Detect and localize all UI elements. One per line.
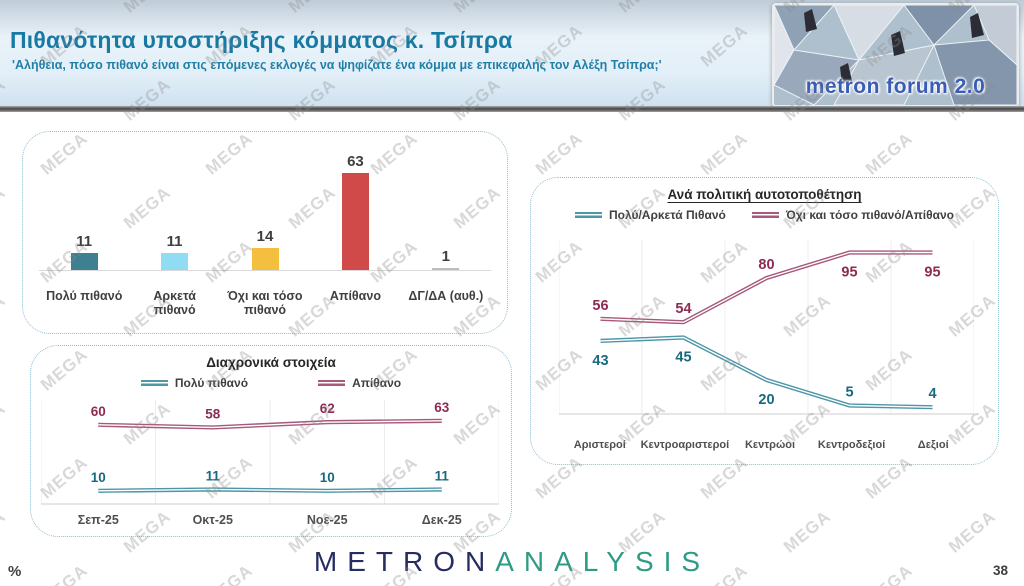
- bar-value-label: 63: [347, 152, 364, 170]
- bar-chart-panel: 11 11 14 63 1 Πολύ πιθανό Αρκετά πιθανό Όχι κα…: [22, 131, 508, 334]
- svg-text:60: 60: [91, 404, 106, 419]
- svg-text:95: 95: [841, 265, 857, 281]
- analysis-logo-text: ANALYSIS: [495, 546, 711, 577]
- legend-item: Όχι και τόσο πιθανό/Απίθανο: [751, 208, 955, 222]
- bar-category-label: ΔΓ/ΔΑ (αυθ.): [408, 289, 484, 303]
- placement-legend: Πολύ/Αρκετά Πιθανό Όχι και τόσο πιθανό/Α…: [531, 208, 998, 222]
- timeline-x-label: Δεκ-25: [421, 513, 462, 527]
- mega-watermark: MEGA: [0, 398, 10, 449]
- placement-x-label: Δεξιοί: [917, 439, 949, 451]
- page-number: 38: [992, 563, 1008, 578]
- timeline-chart-title: Διαχρονικά στοιχεία: [206, 355, 336, 370]
- svg-text:45: 45: [675, 350, 691, 366]
- teal-line-swatch-icon: [140, 380, 168, 386]
- metron-forum-logo-image: [774, 5, 1017, 105]
- magenta-line-swatch-icon: [751, 212, 779, 218]
- svg-text:4: 4: [928, 386, 936, 402]
- bar-category-label: Όχι και τόσο πιθανό: [227, 289, 303, 317]
- metron-logo-text: METRON: [313, 546, 496, 577]
- bar-value-label: 14: [256, 228, 274, 246]
- legend-item: Πολύ/Αρκετά Πιθανό: [574, 208, 726, 222]
- timeline-chart-svg: 10 11 10 11 60 58 62 63: [41, 400, 499, 505]
- mega-watermark: MEGA: [532, 128, 587, 179]
- bar-category-label: Αρκετά πιθανό: [153, 289, 196, 317]
- svg-text:95: 95: [924, 265, 940, 281]
- svg-text:10: 10: [320, 470, 335, 485]
- mega-watermark: MEGA: [862, 128, 917, 179]
- legend-item: Απίθανο: [318, 376, 401, 390]
- bar-category-label: Απίθανο: [329, 289, 381, 303]
- page-title: Πιθανότητα υποστήριξης κόμματος κ. Τσίπρ…: [10, 27, 513, 53]
- bar-value-label: 11: [76, 233, 93, 251]
- metron-analysis-logo: METRONANALYSIS: [0, 546, 1024, 578]
- mega-watermark: MEGA: [0, 182, 10, 233]
- placement-x-label: Κεντρώοι: [744, 439, 796, 451]
- timeline-legend: Πολύ πιθανό Απίθανο: [31, 376, 511, 390]
- legend-item: Πολύ πιθανό: [140, 376, 249, 390]
- teal-line-swatch-icon: [574, 212, 602, 218]
- bar-chart-categories: Πολύ πιθανό Αρκετά πιθανό Όχι και τόσο πιθ…: [39, 289, 491, 317]
- placement-x-label: Κεντροαριστεροί: [640, 439, 730, 451]
- metron-forum-logo-text: metron forum 2.0: [805, 75, 986, 98]
- svg-text:63: 63: [434, 400, 450, 415]
- bar-slot: 11: [39, 233, 129, 270]
- header-divider: [0, 106, 1024, 112]
- bar-slot: 11: [129, 233, 219, 270]
- svg-text:58: 58: [205, 406, 221, 421]
- svg-text:54: 54: [675, 301, 691, 317]
- placement-x-label: Κεντροδεξιοί: [817, 439, 886, 451]
- bar: [70, 253, 98, 270]
- svg-text:56: 56: [592, 298, 608, 314]
- bar-slot: 1: [401, 248, 491, 270]
- legend-label: Πολύ/Αρκετά Πιθανό: [608, 208, 726, 222]
- mega-watermark: MEGA: [697, 128, 752, 179]
- svg-text:80: 80: [758, 257, 774, 273]
- svg-text:5: 5: [845, 385, 853, 401]
- placement-chart-title: Ανά πολιτική αυτοτοποθέτηση: [667, 187, 862, 202]
- magenta-line-swatch-icon: [318, 380, 346, 386]
- svg-text:62: 62: [320, 401, 335, 416]
- bar-category-label: Πολύ πιθανό: [46, 289, 123, 303]
- bar-slot: 14: [220, 228, 310, 270]
- bar-value-label: 11: [166, 233, 183, 251]
- placement-chart-panel: Ανά πολιτική αυτοτοποθέτηση Πολύ/Αρκετά …: [530, 177, 999, 465]
- placement-x-axis: Αριστεροί Κεντροαριστεροί Κεντρώοι Κεντροδε…: [559, 439, 974, 451]
- svg-text:43: 43: [592, 353, 608, 369]
- svg-text:10: 10: [91, 470, 106, 485]
- bar: [341, 172, 369, 270]
- percent-label: %: [8, 563, 22, 580]
- bar-chart: 11 11 14 63 1: [39, 146, 491, 271]
- bar-slot: 63: [310, 153, 400, 270]
- svg-text:11: 11: [206, 468, 221, 483]
- bar-value-label: 1: [441, 248, 450, 266]
- svg-text:11: 11: [435, 468, 450, 483]
- svg-text:20: 20: [758, 392, 774, 408]
- timeline-x-label: Σεπ-25: [77, 513, 119, 527]
- bar: [161, 253, 189, 270]
- bar: [432, 268, 460, 270]
- legend-label: Όχι και τόσο πιθανό/Απίθανο: [785, 208, 955, 222]
- page-subtitle: 'Αλήθεια, πόσο πιθανό είναι στις επόμενε…: [12, 58, 662, 72]
- bar: [251, 248, 279, 270]
- legend-label: Πολύ πιθανό: [174, 376, 249, 390]
- mega-watermark: MEGA: [0, 290, 10, 341]
- legend-label: Απίθανο: [352, 376, 402, 390]
- placement-x-label: Αριστεροί: [573, 439, 626, 451]
- timeline-x-label: Νοε-25: [306, 513, 348, 527]
- metron-forum-logo: metron forum 2.0: [772, 3, 1019, 107]
- timeline-x-label: Οκτ-25: [192, 513, 233, 527]
- header: Πιθανότητα υποστήριξης κόμματος κ. Τσίπρ…: [0, 0, 1024, 107]
- timeline-x-axis: Σεπ-25 Οκτ-25 Νοε-25 Δεκ-25: [41, 513, 499, 527]
- timeline-chart-panel: Διαχρονικά στοιχεία Πολύ πιθανό Απίθανο …: [30, 345, 512, 537]
